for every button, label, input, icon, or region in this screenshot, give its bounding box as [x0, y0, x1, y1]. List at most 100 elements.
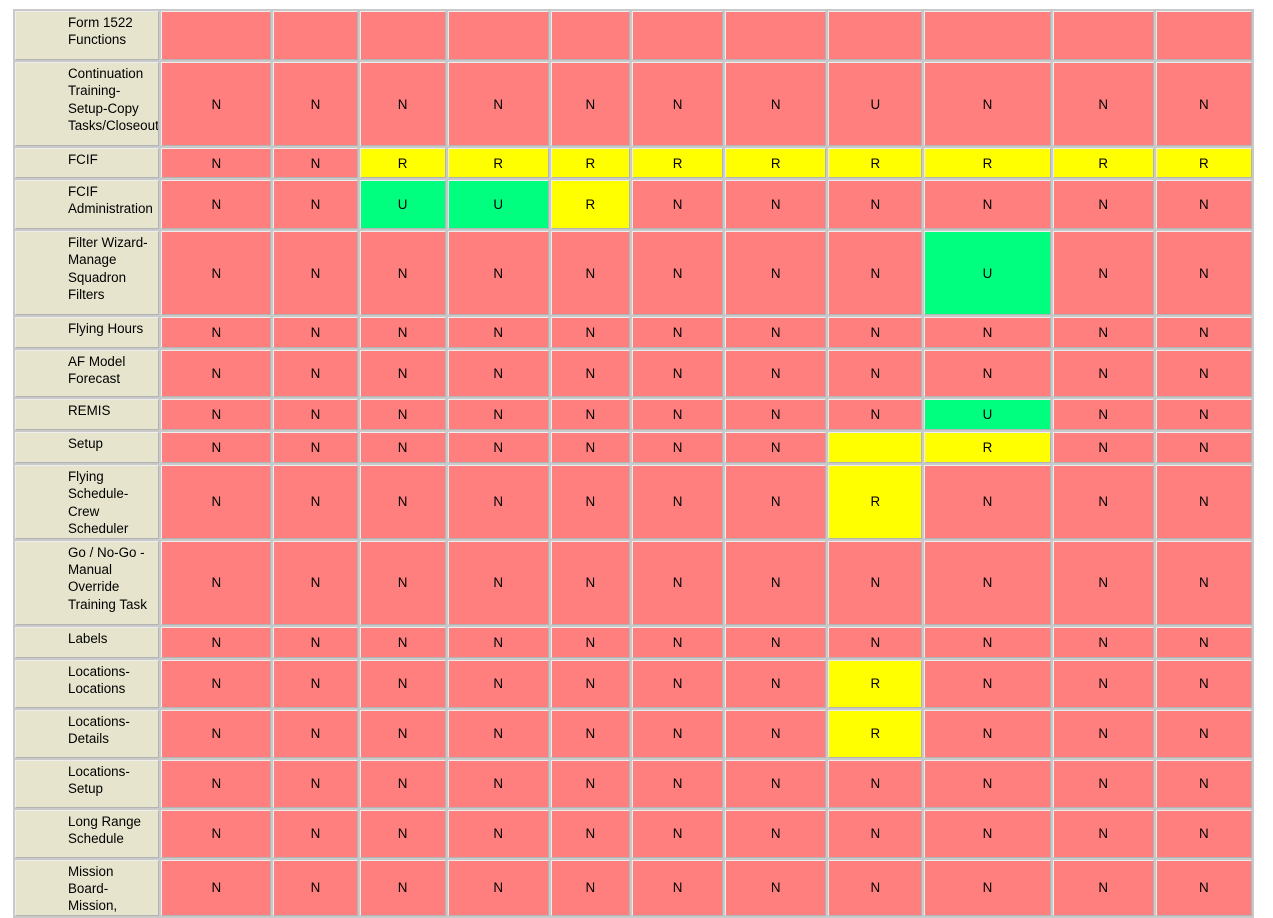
- table-row: Locations-Setup N N N N N N N N N N N: [15, 759, 1252, 808]
- permission-cell: N: [1155, 540, 1252, 625]
- permission-cell: N: [550, 759, 630, 808]
- permission-cell: N: [1052, 317, 1154, 348]
- permission-cell: N: [1155, 759, 1252, 808]
- table-row: Go / No-Go - Manual Override Training Ta…: [15, 540, 1252, 625]
- permission-cell: N: [828, 399, 923, 430]
- table-row: Flying Schedule-Crew Scheduler N N N N N N N R N N…: [15, 465, 1252, 539]
- permission-cell: N: [359, 540, 446, 625]
- table-row: FCIF Administration N N U U R N N N N N N: [15, 180, 1252, 229]
- permission-cell: N: [924, 659, 1051, 708]
- table-row: Continuation Training-Setup-Copy Tasks/C…: [15, 62, 1252, 146]
- permission-cell: N: [631, 540, 724, 625]
- permission-cell: N: [924, 465, 1051, 539]
- permission-cell: N: [828, 350, 923, 397]
- permission-cell: N: [447, 626, 549, 658]
- permission-cell: N: [273, 432, 358, 463]
- permission-cell: N: [1155, 62, 1252, 146]
- permission-cell: N: [550, 709, 630, 758]
- permission-cell: N: [359, 809, 446, 858]
- permission-cell: N: [828, 759, 923, 808]
- permission-cell: N: [1155, 399, 1252, 430]
- permission-cell: [1155, 11, 1252, 60]
- permission-cell: N: [273, 231, 358, 315]
- permission-cell: N: [550, 809, 630, 858]
- permission-cell: N: [1052, 809, 1154, 858]
- permission-cell: N: [447, 399, 549, 430]
- permission-cell: N: [273, 317, 358, 348]
- table-row: Flying Hours N N N N N N N N N N N: [15, 317, 1252, 348]
- permission-cell: N: [550, 432, 630, 463]
- permission-cell: N: [725, 465, 827, 539]
- permission-cell: R: [828, 465, 923, 539]
- permission-cell: N: [1052, 659, 1154, 708]
- permission-cell: N: [161, 148, 272, 178]
- permission-cell: N: [161, 659, 272, 708]
- permission-cell: N: [1155, 432, 1252, 463]
- permission-cell: N: [447, 540, 549, 625]
- permission-cell: [1052, 11, 1154, 60]
- permission-cell: N: [631, 180, 724, 229]
- permission-cell: N: [447, 709, 549, 758]
- permission-cell: N: [725, 317, 827, 348]
- permission-cell: N: [273, 759, 358, 808]
- row-label: Go / No-Go - Manual Override Training Ta…: [15, 540, 160, 625]
- permission-cell: N: [725, 759, 827, 808]
- permission-cell: N: [725, 432, 827, 463]
- permission-cell: N: [161, 317, 272, 348]
- permission-cell: N: [631, 759, 724, 808]
- permission-cell: N: [1155, 859, 1252, 916]
- permission-cell: N: [161, 180, 272, 229]
- permission-cell: N: [924, 759, 1051, 808]
- permission-cell: N: [1155, 809, 1252, 858]
- permission-cell: N: [725, 231, 827, 315]
- permission-cell: N: [924, 317, 1051, 348]
- permission-cell: N: [725, 180, 827, 229]
- permission-cell: U: [828, 62, 923, 146]
- permission-cell: N: [447, 317, 549, 348]
- permission-cell: R: [1052, 148, 1154, 178]
- permission-cell: N: [828, 859, 923, 916]
- permission-cell: N: [924, 626, 1051, 658]
- permission-cell: N: [924, 180, 1051, 229]
- table-body: Form 1522 Functions Continuation Training…: [15, 11, 1252, 916]
- permission-cell: N: [550, 350, 630, 397]
- permission-cell: N: [924, 350, 1051, 397]
- row-label: Locations-Details: [15, 709, 160, 758]
- permission-cell: R: [631, 148, 724, 178]
- permission-cell: [161, 11, 272, 60]
- table-row: Setup N N N N N N N R N N: [15, 432, 1252, 463]
- permission-cell: N: [550, 859, 630, 916]
- table-row: Form 1522 Functions: [15, 11, 1252, 60]
- permission-cell: N: [1052, 859, 1154, 916]
- permission-cell: N: [161, 432, 272, 463]
- permission-cell: N: [924, 709, 1051, 758]
- permission-cell: N: [1052, 626, 1154, 658]
- permission-cell: N: [828, 317, 923, 348]
- permission-cell: N: [1052, 540, 1154, 625]
- permission-cell: N: [631, 709, 724, 758]
- permission-cell: N: [273, 709, 358, 758]
- permission-cell: U: [924, 399, 1051, 430]
- permission-cell: [725, 11, 827, 60]
- permission-cell: N: [447, 465, 549, 539]
- permission-cell: N: [359, 350, 446, 397]
- table-row: Filter Wizard-Manage Squadron Filters N N N…: [15, 231, 1252, 315]
- permission-cell: N: [161, 399, 272, 430]
- table-row: Mission Board-Mission, N N N N N N N N N N N: [15, 859, 1252, 916]
- permission-cell: N: [273, 809, 358, 858]
- permissions-table: Form 1522 Functions Continuation Training…: [13, 9, 1254, 918]
- permission-cell: U: [359, 180, 446, 229]
- permission-cell: N: [631, 62, 724, 146]
- permission-cell: N: [1052, 62, 1154, 146]
- table-row: AF Model Forecast N N N N N N N N N N N: [15, 350, 1252, 397]
- permission-cell: R: [924, 432, 1051, 463]
- permission-cell: N: [273, 62, 358, 146]
- permission-cell: N: [550, 626, 630, 658]
- permission-cell: N: [161, 540, 272, 625]
- permission-cell: [828, 432, 923, 463]
- permission-cell: N: [359, 759, 446, 808]
- permission-cell: N: [161, 709, 272, 758]
- permission-cell: N: [1155, 180, 1252, 229]
- permission-cell: N: [359, 317, 446, 348]
- permission-cell: N: [725, 626, 827, 658]
